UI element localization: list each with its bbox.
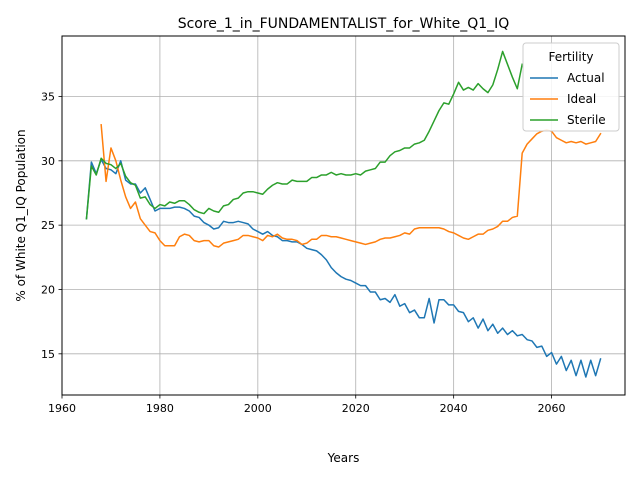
- y-axis-label: % of White Q1_IQ Population: [14, 129, 28, 301]
- y-tick-label: 25: [41, 219, 55, 232]
- legend-label-sterile: Sterile: [567, 113, 606, 127]
- x-tick-label: 1960: [48, 402, 76, 415]
- x-tick-label: 1980: [146, 402, 174, 415]
- x-axis-label: Years: [327, 451, 360, 465]
- plot-frame: [61, 35, 626, 396]
- series-lines: [85, 50, 602, 378]
- y-axis: 15 20 25 30 35: [41, 90, 62, 361]
- x-tick-label: 2000: [244, 402, 272, 415]
- legend-items: Actual Ideal Sterile: [530, 71, 606, 127]
- chart-title: Score_1_in_FUNDAMENTALIST_for_White_Q1_I…: [178, 16, 510, 32]
- y-tick-label: 20: [41, 283, 55, 296]
- y-tick-label: 15: [41, 348, 55, 361]
- legend-label-actual: Actual: [567, 71, 605, 85]
- x-tick-label: 2040: [440, 402, 468, 415]
- y-tick-label: 30: [41, 155, 55, 168]
- x-tick-label: 2060: [538, 402, 566, 415]
- legend-title: Fertility: [548, 50, 593, 64]
- x-tick-label: 2020: [342, 402, 370, 415]
- x-axis: 1960 1980 2000 2020 2040 2060: [48, 395, 566, 415]
- legend-box: [522, 42, 620, 132]
- legend: Fertility Actual Ideal Sterile: [522, 42, 620, 132]
- series-line-ideal: [100, 123, 602, 248]
- series-line-sterile: [85, 50, 524, 220]
- legend-label-ideal: Ideal: [567, 92, 596, 106]
- series-line-actual: [85, 158, 602, 378]
- y-tick-label: 35: [41, 90, 55, 103]
